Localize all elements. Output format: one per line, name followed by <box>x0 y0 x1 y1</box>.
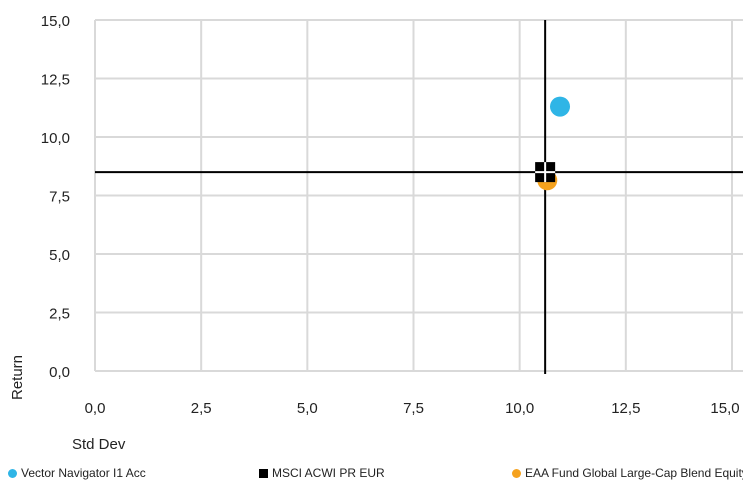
legend-item-fund: Vector Navigator I1 Acc <box>8 465 146 481</box>
x-tick-label: 12,5 <box>611 400 640 417</box>
x-tick-label: 0,0 <box>85 400 106 417</box>
y-axis-label: Return <box>9 355 26 400</box>
tick-labels: 0,0 0,0 2,5 2,5 5,0 5,0 7,5 7,5 10,0 10,0 12,5 12,5… <box>41 13 740 417</box>
y-tick-label: 2,5 <box>49 306 70 323</box>
x-tick-label: 5,0 <box>297 400 318 417</box>
x-tick-label: 15,0 <box>710 400 739 417</box>
legend-index-marker <box>259 468 268 478</box>
legend-fund-label: Vector Navigator I1 Acc <box>21 466 146 480</box>
data-points <box>535 96 571 191</box>
legend-index-label: MSCI ACWI PR EUR <box>272 466 385 480</box>
y-tick-label: 12,5 <box>41 72 70 89</box>
y-tick-label: 10,0 <box>41 130 70 147</box>
data-point-circle <box>550 96 571 117</box>
x-axis-label: Std Dev <box>72 436 126 453</box>
y-tick-label: 0,0 <box>49 364 70 381</box>
y-tick-label: 5,0 <box>49 247 70 264</box>
reference-lines <box>95 20 743 374</box>
legend-item-category: EAA Fund Global Large-Cap Blend Equity <box>512 465 743 481</box>
y-tick-label: 15,0 <box>41 13 70 30</box>
x-tick-label: 2,5 <box>191 400 212 417</box>
y-tick-label: 7,5 <box>49 189 70 206</box>
legend-item-index: MSCI ACWI PR EUR <box>259 465 385 481</box>
legend-category-marker <box>512 468 521 478</box>
x-tick-label: 7,5 <box>403 400 424 417</box>
grid <box>94 19 743 372</box>
legend-fund-marker <box>8 468 17 478</box>
legend-category-label: EAA Fund Global Large-Cap Blend Equity <box>525 466 743 480</box>
x-tick-label: 10,0 <box>505 400 534 417</box>
